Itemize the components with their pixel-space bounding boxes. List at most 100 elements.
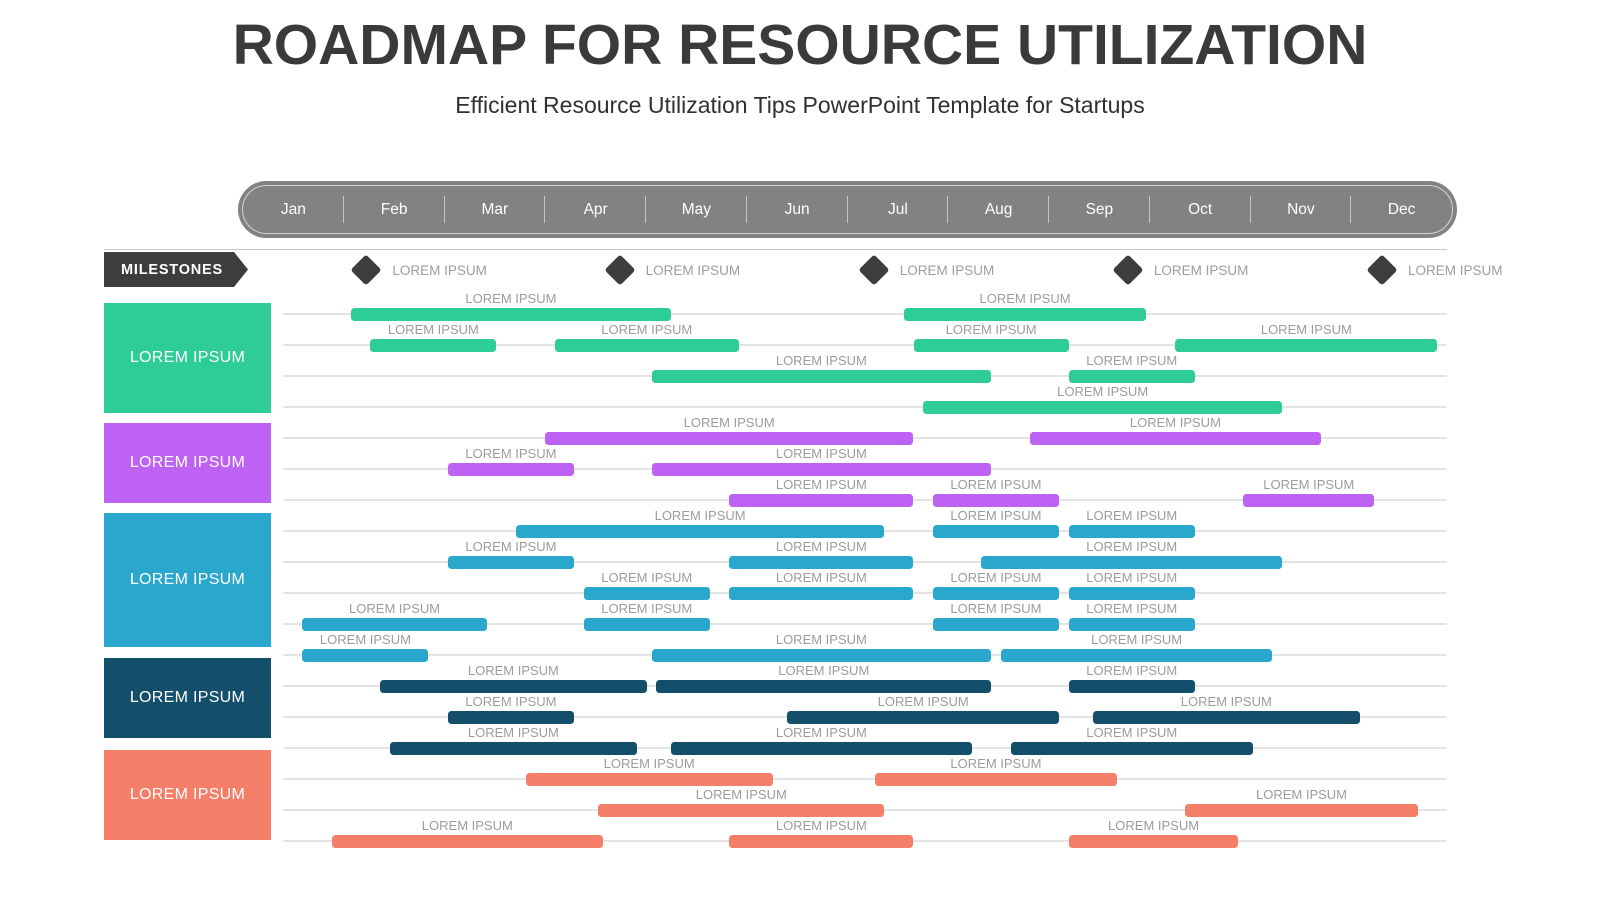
bar-label: LOREM IPSUM bbox=[601, 570, 693, 585]
month-cell-nov: Nov bbox=[1251, 186, 1352, 233]
row-track-line bbox=[283, 406, 1447, 408]
bar-label: LOREM IPSUM bbox=[1255, 787, 1348, 802]
month-cell-may: May bbox=[646, 186, 747, 233]
gantt-bar bbox=[932, 494, 1059, 507]
milestone-label: LOREM IPSUM bbox=[1408, 263, 1503, 278]
gantt-row: LOREM IPSUM LOREM IPSUM bbox=[283, 757, 1447, 795]
gantt-bar bbox=[932, 587, 1059, 600]
gantt-row: LOREM IPSUM bbox=[283, 385, 1447, 423]
gantt-bar bbox=[302, 649, 429, 662]
gantt-row: LOREM IPSUM LOREM IPSUM LOREM IPSUM bbox=[283, 819, 1447, 857]
month-cell-sep: Sep bbox=[1049, 186, 1150, 233]
bar-label: LOREM IPSUM bbox=[979, 291, 1071, 306]
gantt-bar bbox=[1185, 804, 1418, 817]
bar-label: LOREM IPSUM bbox=[603, 756, 695, 771]
gantt-bar bbox=[389, 742, 638, 755]
row-track-line bbox=[283, 778, 1447, 780]
milestone-label: LOREM IPSUM bbox=[645, 263, 741, 278]
gantt-row: LOREM IPSUM LOREM IPSUM LOREM IPSUM bbox=[283, 509, 1447, 547]
bar-label: LOREM IPSUM bbox=[1260, 322, 1352, 337]
bar-label: LOREM IPSUM bbox=[601, 322, 693, 337]
milestone-label: LOREM IPSUM bbox=[1153, 263, 1249, 278]
bar-label: LOREM IPSUM bbox=[950, 570, 1042, 585]
gantt-bar bbox=[380, 680, 647, 693]
gantt-bar bbox=[729, 835, 914, 848]
bar-label: LOREM IPSUM bbox=[654, 508, 746, 523]
gantt-bar bbox=[1243, 494, 1375, 507]
gantt-row: LOREM IPSUM LOREM IPSUM LOREM IPSUM bbox=[283, 633, 1447, 671]
gantt-bar bbox=[1068, 525, 1195, 538]
bar-label: LOREM IPSUM bbox=[1086, 353, 1178, 368]
gantt-bar bbox=[544, 432, 914, 445]
gantt-bar bbox=[331, 835, 604, 848]
bar-label: LOREM IPSUM bbox=[467, 663, 559, 678]
bar-label: LOREM IPSUM bbox=[467, 725, 559, 740]
timeline-months-row: Jan Feb Mar Apr May Jun Jul Aug Sep Oct Nov Dec bbox=[242, 185, 1453, 234]
bar-label: LOREM IPSUM bbox=[1086, 601, 1178, 616]
bar-label: LOREM IPSUM bbox=[1086, 570, 1178, 585]
row-track-line bbox=[283, 344, 1447, 346]
bar-label: LOREM IPSUM bbox=[421, 818, 513, 833]
gantt-bar bbox=[370, 339, 497, 352]
milestones-banner: MILESTONES bbox=[104, 252, 248, 287]
gantt-bar bbox=[874, 773, 1118, 786]
month-cell-jul: Jul bbox=[848, 186, 949, 233]
bar-label: LOREM IPSUM bbox=[1129, 415, 1221, 430]
bar-label: LOREM IPSUM bbox=[950, 601, 1042, 616]
bar-label: LOREM IPSUM bbox=[465, 694, 557, 709]
gantt-row: LOREM IPSUM LOREM IPSUM LOREM IPSUM bbox=[283, 664, 1447, 702]
gantt-bar bbox=[598, 804, 885, 817]
gantt-row: LOREM IPSUM LOREM IPSUM LOREM IPSUM LOREM I… bbox=[283, 571, 1447, 609]
gantt-bar bbox=[651, 463, 992, 476]
gantt-row: LOREM IPSUM LOREM IPSUM bbox=[283, 292, 1447, 330]
gantt-bar bbox=[1092, 711, 1360, 724]
milestones-banner-label: MILESTONES bbox=[121, 261, 223, 278]
category-block: LOREM IPSUM bbox=[104, 303, 271, 413]
category-block: LOREM IPSUM bbox=[104, 423, 271, 503]
gantt-bar bbox=[729, 556, 914, 569]
gantt-bar bbox=[913, 339, 1069, 352]
bar-label: LOREM IPSUM bbox=[775, 725, 867, 740]
gantt-row: LOREM IPSUM LOREM IPSUM LOREM IPSUM bbox=[283, 540, 1447, 578]
gantt-bar bbox=[447, 711, 574, 724]
gantt-bar bbox=[350, 308, 671, 321]
bar-label: LOREM IPSUM bbox=[1086, 725, 1178, 740]
gantt-bar bbox=[1068, 680, 1195, 693]
timeline-bar: Jan Feb Mar Apr May Jun Jul Aug Sep Oct Nov Dec bbox=[238, 181, 1457, 238]
milestone-label: LOREM IPSUM bbox=[392, 263, 487, 278]
gantt-bar bbox=[447, 556, 574, 569]
gantt-bar bbox=[515, 525, 885, 538]
bar-label: LOREM IPSUM bbox=[465, 291, 557, 306]
bar-label: LOREM IPSUM bbox=[778, 663, 870, 678]
gantt-bar bbox=[932, 525, 1059, 538]
month-cell-jun: Jun bbox=[747, 186, 848, 233]
bar-label: LOREM IPSUM bbox=[387, 322, 479, 337]
gantt-bar bbox=[1068, 587, 1195, 600]
bar-label: LOREM IPSUM bbox=[1263, 477, 1355, 492]
gantt-bar bbox=[1000, 649, 1273, 662]
milestone-diamond-icon bbox=[1112, 254, 1144, 286]
gantt-bar bbox=[1010, 742, 1253, 755]
bar-label: LOREM IPSUM bbox=[950, 756, 1042, 771]
bar-label: LOREM IPSUM bbox=[349, 601, 441, 616]
bar-label: LOREM IPSUM bbox=[950, 508, 1042, 523]
bar-label: LOREM IPSUM bbox=[775, 446, 867, 461]
gantt-bar bbox=[1068, 370, 1195, 383]
bar-label: LOREM IPSUM bbox=[319, 632, 411, 647]
gantt-bar bbox=[554, 339, 739, 352]
gantt-bar bbox=[787, 711, 1059, 724]
gantt-bar bbox=[447, 463, 574, 476]
gantt-bar bbox=[729, 587, 914, 600]
milestone-label: LOREM IPSUM bbox=[899, 263, 995, 278]
month-cell-feb: Feb bbox=[344, 186, 445, 233]
gantt-bar bbox=[302, 618, 487, 631]
gantt-bar bbox=[656, 680, 992, 693]
month-cell-aug: Aug bbox=[948, 186, 1049, 233]
bar-label: LOREM IPSUM bbox=[775, 539, 867, 554]
gantt-bar bbox=[729, 494, 914, 507]
gantt-bar bbox=[1175, 339, 1438, 352]
category-block: LOREM IPSUM bbox=[104, 513, 271, 647]
gantt-bar bbox=[923, 401, 1283, 414]
gantt-bar bbox=[932, 618, 1059, 631]
